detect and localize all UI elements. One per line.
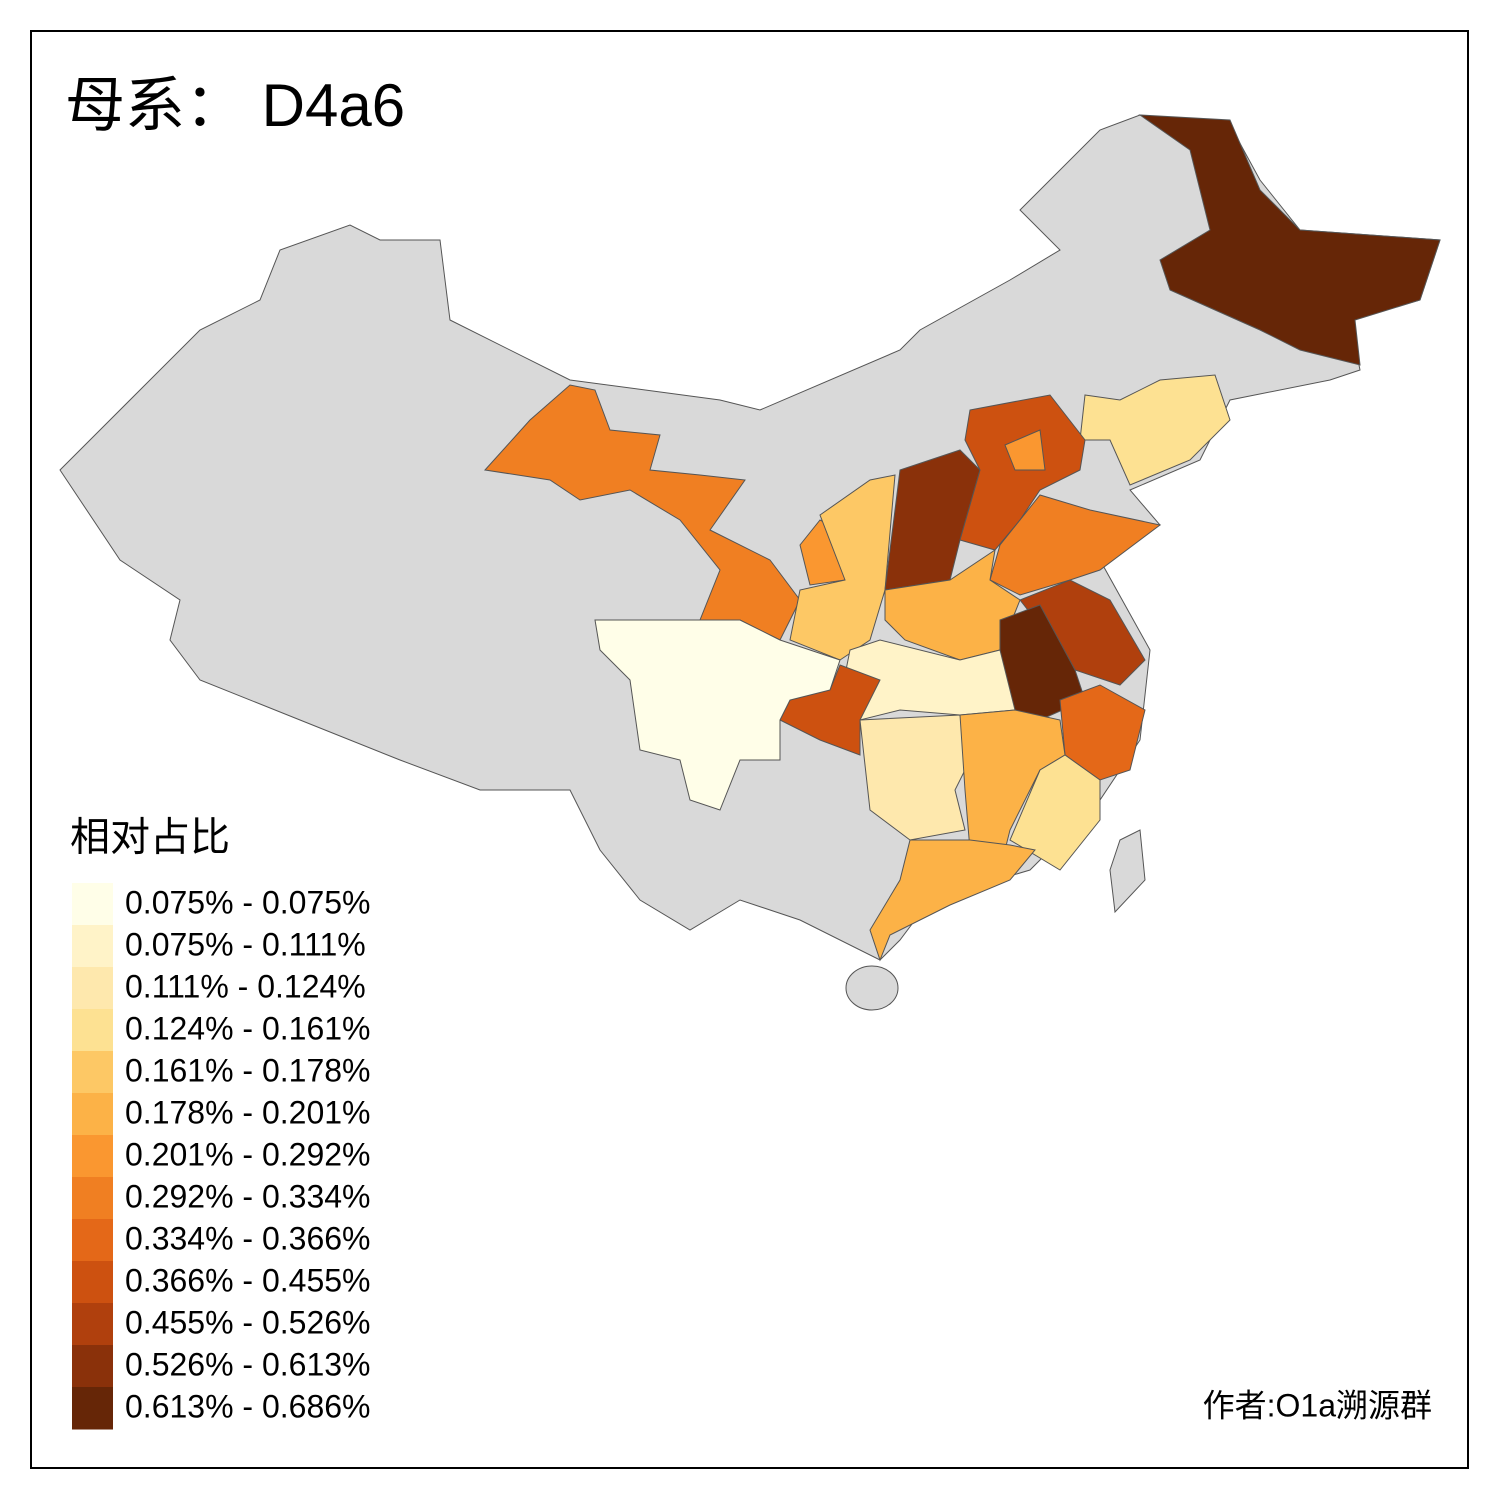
legend-label: 0.124% - 0.161% bbox=[125, 1010, 371, 1046]
region bbox=[1009, 754, 1101, 871]
legend-title: 相对占比 bbox=[70, 816, 230, 860]
region bbox=[594, 619, 841, 811]
credit: 作者:O1a溯源群 bbox=[1203, 1387, 1432, 1423]
legend-label: 0.613% - 0.686% bbox=[125, 1388, 371, 1424]
legend-swatch bbox=[72, 1135, 113, 1178]
legend-swatch bbox=[72, 1219, 113, 1262]
map-title: 母系： D4a6 bbox=[65, 72, 405, 139]
legend-label: 0.161% - 0.178% bbox=[125, 1052, 371, 1088]
legend-label: 0.075% - 0.075% bbox=[125, 884, 371, 920]
region bbox=[1138, 114, 1441, 366]
legend-label: 0.075% - 0.111% bbox=[125, 926, 366, 962]
legend-swatch bbox=[72, 1303, 113, 1346]
legend-swatch bbox=[72, 967, 113, 1010]
legend-swatch bbox=[72, 1261, 113, 1304]
region bbox=[989, 494, 1162, 596]
legend-swatch bbox=[72, 1177, 113, 1220]
legend-label: 0.366% - 0.455% bbox=[125, 1262, 371, 1298]
island bbox=[845, 965, 899, 1011]
legend-label: 0.111% - 0.124% bbox=[125, 968, 366, 1004]
legend-label: 0.334% - 0.366% bbox=[125, 1220, 371, 1256]
legend-label: 0.178% - 0.201% bbox=[125, 1094, 371, 1130]
region bbox=[959, 709, 1066, 851]
region bbox=[484, 384, 801, 641]
legend-swatch bbox=[72, 1345, 113, 1388]
legend-label: 0.526% - 0.613% bbox=[125, 1346, 371, 1382]
island bbox=[1109, 829, 1146, 914]
legend-label: 0.292% - 0.334% bbox=[125, 1178, 371, 1214]
region bbox=[1079, 374, 1231, 486]
regions bbox=[484, 114, 1441, 962]
legend-label: 0.455% - 0.526% bbox=[125, 1304, 371, 1340]
legend-swatch bbox=[72, 925, 113, 968]
legend-swatch bbox=[72, 1051, 113, 1094]
legend-swatch bbox=[72, 1009, 113, 1052]
region bbox=[869, 839, 1036, 962]
legend-swatch bbox=[72, 883, 113, 926]
legend-label: 0.201% - 0.292% bbox=[125, 1136, 371, 1172]
legend: 0.075% - 0.075% 0.075% - 0.111% 0.111% - 0… bbox=[72, 883, 371, 1430]
legend-swatch bbox=[72, 1387, 113, 1430]
legend-swatch bbox=[72, 1093, 113, 1136]
region bbox=[1004, 429, 1046, 471]
